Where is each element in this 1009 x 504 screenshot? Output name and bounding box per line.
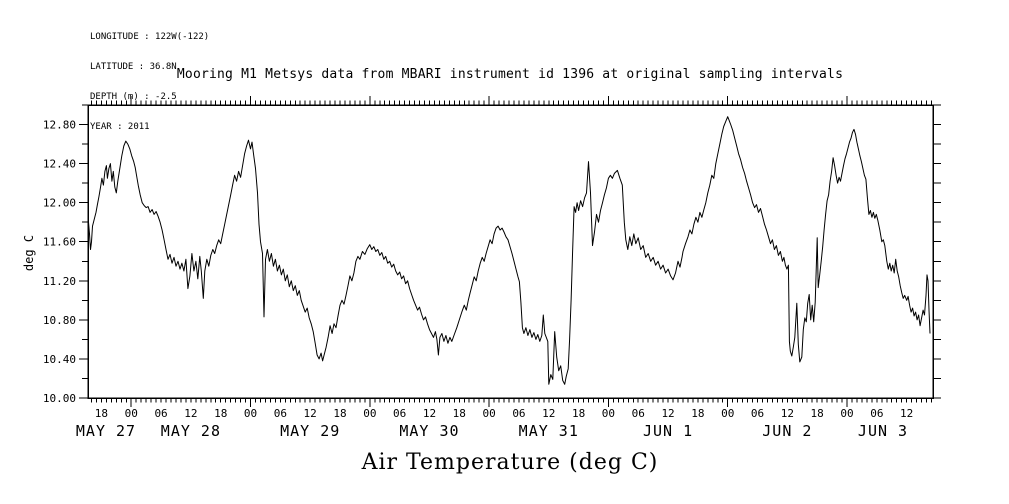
svg-text:18: 18 — [333, 407, 346, 420]
svg-text:12: 12 — [542, 407, 555, 420]
svg-text:18: 18 — [453, 407, 466, 420]
svg-text:00: 00 — [721, 407, 734, 420]
svg-text:00: 00 — [125, 407, 138, 420]
svg-text:JUN 3: JUN 3 — [858, 422, 908, 440]
svg-text:10.80: 10.80 — [43, 314, 76, 327]
svg-text:06: 06 — [632, 407, 645, 420]
svg-text:12: 12 — [423, 407, 436, 420]
svg-text:06: 06 — [512, 407, 525, 420]
svg-text:12: 12 — [781, 407, 794, 420]
svg-text:11.20: 11.20 — [43, 275, 76, 288]
svg-text:00: 00 — [244, 407, 257, 420]
svg-text:06: 06 — [870, 407, 883, 420]
svg-text:12: 12 — [184, 407, 197, 420]
svg-text:18: 18 — [214, 407, 227, 420]
year-value: YEAR : 2011 — [90, 122, 150, 132]
svg-text:10.00: 10.00 — [43, 392, 76, 405]
svg-text:18: 18 — [572, 407, 585, 420]
svg-text:06: 06 — [751, 407, 764, 420]
longitude-value: LONGITUDE : 122W(-122) — [90, 32, 210, 42]
svg-text:18: 18 — [811, 407, 824, 420]
svg-text:06: 06 — [274, 407, 287, 420]
svg-text:12: 12 — [661, 407, 674, 420]
svg-text:JUN 1: JUN 1 — [643, 422, 693, 440]
x-axis-title: Air Temperature (deg C) — [361, 450, 659, 475]
svg-text:12.00: 12.00 — [43, 197, 76, 210]
svg-text:MAY 28: MAY 28 — [161, 422, 221, 440]
svg-text:00: 00 — [363, 407, 376, 420]
svg-text:MAY 30: MAY 30 — [399, 422, 459, 440]
svg-text:12.80: 12.80 — [43, 119, 76, 132]
svg-text:06: 06 — [154, 407, 167, 420]
svg-text:00: 00 — [483, 407, 496, 420]
svg-text:MAY 27: MAY 27 — [76, 422, 136, 440]
svg-text:JUN 2: JUN 2 — [762, 422, 812, 440]
svg-text:12.40: 12.40 — [43, 158, 76, 171]
header-metadata: LONGITUDE : 122W(-122) LATITUDE : 36.8N … — [90, 12, 209, 152]
chart-title: Mooring M1 Metsys data from MBARI instru… — [176, 67, 844, 82]
svg-text:06: 06 — [393, 407, 406, 420]
svg-text:12: 12 — [900, 407, 913, 420]
svg-text:10.40: 10.40 — [43, 353, 76, 366]
latitude-value: LATITUDE : 36.8N — [90, 62, 177, 72]
svg-text:MAY 29: MAY 29 — [280, 422, 340, 440]
svg-text:18: 18 — [691, 407, 704, 420]
svg-text:MAY 31: MAY 31 — [519, 422, 579, 440]
svg-text:00: 00 — [840, 407, 853, 420]
svg-text:12: 12 — [304, 407, 317, 420]
depth-value: DEPTH (m) : -2.5 — [90, 92, 177, 102]
svg-text:11.60: 11.60 — [43, 236, 76, 249]
svg-text:00: 00 — [602, 407, 615, 420]
svg-text:18: 18 — [95, 407, 108, 420]
